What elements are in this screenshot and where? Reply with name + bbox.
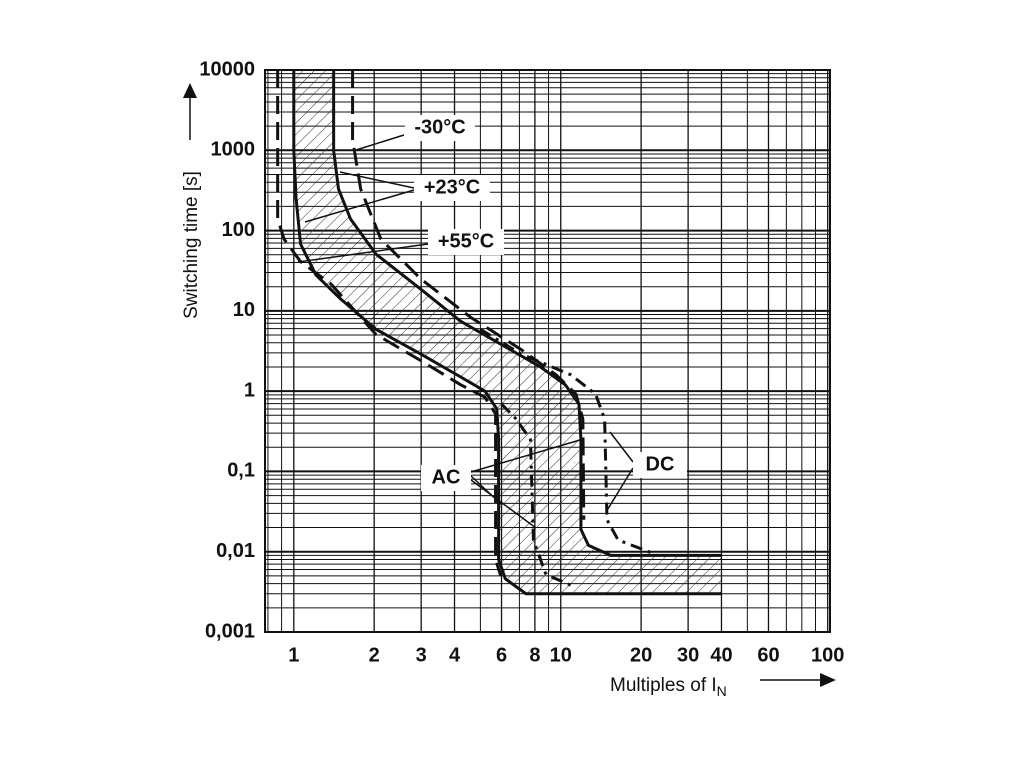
x-tick-label: 10 [550, 644, 572, 666]
curves [276, 70, 722, 596]
annotation-box [421, 465, 471, 491]
annotation: +55°C [438, 230, 494, 252]
y-tick-label: 1000 [211, 139, 256, 161]
annotation: DC [646, 453, 675, 475]
annotation-box [405, 115, 475, 141]
x-tick-label: 4 [449, 644, 461, 666]
annotations: -30°C +23°C +55°C AC DC [297, 115, 687, 529]
y-tick-label: 0,01 [216, 540, 255, 562]
leader-line [470, 479, 537, 529]
x-tick-label: 2 [369, 644, 380, 666]
curve [276, 70, 503, 577]
y-tick-label: 0,1 [227, 460, 255, 482]
x-tick-label: 1 [288, 644, 299, 666]
curve [479, 327, 652, 554]
x-tick-label: 40 [710, 644, 732, 666]
annotation: AC [432, 466, 461, 488]
leader-line [470, 439, 581, 473]
curve [332, 70, 722, 557]
x-axis-label: Multiples of IN [610, 675, 727, 699]
leader-line [339, 171, 415, 189]
x-axis-label-sub: N [717, 683, 727, 699]
y-tick-label: 10000 [199, 58, 255, 80]
annotation: -30°C [414, 116, 465, 138]
annotation-box [633, 452, 687, 478]
x-tick-label: 6 [496, 644, 507, 666]
y-tick-label: 10 [233, 299, 255, 321]
x-axis-label-main: Multiples of I [610, 675, 717, 696]
hatch-area [293, 70, 722, 594]
annotation-box [428, 229, 504, 255]
leader-line [605, 467, 634, 513]
x-tick-label: 8 [529, 644, 540, 666]
leader-line [470, 475, 503, 506]
x-tick-label: 20 [630, 644, 652, 666]
y-tick-label: 1 [244, 379, 255, 401]
x-tick-label: 30 [677, 644, 699, 666]
y-tick-label: 100 [222, 219, 255, 241]
leader-line [355, 134, 405, 151]
y-tick-label: 0,001 [205, 620, 255, 642]
x-tick-label: 3 [416, 644, 427, 666]
y-axis-arrowhead [183, 83, 197, 98]
annotation: +23°C [424, 176, 480, 198]
leader-line [304, 189, 415, 223]
x-tick-label: 60 [757, 644, 779, 666]
curve [292, 70, 722, 596]
x-axis-arrowhead [820, 673, 836, 687]
y-axis-label: Switching time [s] [181, 171, 202, 319]
annotation-box [414, 175, 490, 201]
leader-line [609, 431, 634, 463]
leader-line [297, 243, 429, 263]
x-tick-label: 100 [811, 644, 844, 666]
curve [351, 70, 586, 520]
